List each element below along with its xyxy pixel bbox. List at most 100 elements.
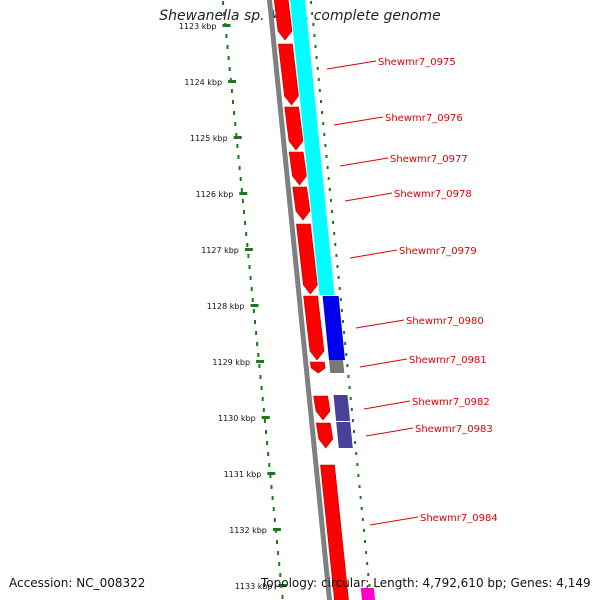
tick-dot <box>228 67 231 71</box>
pink-feature[interactable] <box>360 588 376 600</box>
outer-tick-dot <box>315 56 318 59</box>
outer-tick-dot <box>362 529 365 532</box>
gene-leader-line <box>365 427 414 437</box>
outer-tick-dot <box>318 89 321 92</box>
cds-arrow[interactable] <box>320 464 350 600</box>
cds-arrow[interactable] <box>292 186 311 221</box>
tick-dot <box>235 133 238 137</box>
blue-feature[interactable] <box>322 296 345 360</box>
tick-label: 1129 kbp <box>212 358 250 367</box>
tick-dot <box>246 243 249 247</box>
cds-arrow[interactable] <box>303 295 325 361</box>
tick-dot <box>237 155 240 159</box>
outer-tick-dot <box>323 133 326 136</box>
cds-arrow[interactable] <box>284 106 304 151</box>
tick-dot <box>240 188 243 192</box>
purple-feature[interactable] <box>333 395 351 421</box>
outer-tick-dot <box>314 45 317 48</box>
gene-label[interactable]: Shewmr7_0984 <box>420 513 498 524</box>
cds-arrow[interactable] <box>288 151 307 186</box>
tick-mark <box>250 304 259 307</box>
tick-dot <box>233 111 236 115</box>
gene-label[interactable]: Shewmr7_0978 <box>394 189 472 200</box>
tick-dot <box>234 122 237 126</box>
tick-dot <box>263 419 266 423</box>
tick-label: 1131 kbp <box>224 470 262 479</box>
tick-label: 1130 kbp <box>218 414 256 423</box>
gene-label[interactable]: Shewmr7_0975 <box>378 57 456 68</box>
outer-tick-dot <box>328 188 331 191</box>
tick-dot <box>269 474 272 478</box>
outer-tick-dot <box>364 540 366 543</box>
tick-dot <box>243 210 245 214</box>
tick-mark <box>233 136 242 139</box>
tick-mark <box>278 584 287 587</box>
gene-label[interactable]: Shewmr7_0976 <box>385 113 463 124</box>
gray-feature[interactable] <box>329 360 345 373</box>
cds-arrow[interactable] <box>296 223 318 295</box>
outer-tick-dot <box>357 474 360 477</box>
tick-dot <box>271 496 274 500</box>
tick-label: 1133 kbp <box>235 582 273 591</box>
outer-tick-dot <box>338 287 341 290</box>
genome-summary-label: Topology: circular; Length: 4,792,610 bp… <box>261 576 591 590</box>
cds-arrow[interactable] <box>273 0 293 41</box>
tick-dot <box>267 452 270 456</box>
gene-label[interactable]: Shewmr7_0980 <box>406 316 484 327</box>
cds-arrow[interactable] <box>278 43 299 106</box>
tick-label: 1126 kbp <box>196 190 234 199</box>
tick-mark <box>239 192 248 195</box>
gene-leader-line <box>369 516 419 526</box>
outer-tick-dot <box>325 155 328 158</box>
tick-mark <box>244 248 253 251</box>
tick-dot <box>254 320 256 324</box>
outer-tick-dot <box>343 331 346 334</box>
tick-dot <box>223 12 226 16</box>
tick-dot <box>225 34 228 38</box>
outer-tick-dot <box>316 67 319 70</box>
outer-tick-dot <box>358 485 361 488</box>
tick-dot <box>256 342 259 346</box>
gene-label[interactable]: Shewmr7_0979 <box>399 246 477 257</box>
tick-dot <box>249 276 252 280</box>
outer-tick-dot <box>332 221 335 224</box>
gene-label[interactable]: Shewmr7_0981 <box>409 355 487 366</box>
tick-dot <box>261 397 264 401</box>
tick-label: 1127 kbp <box>201 246 239 255</box>
outer-tick-dot <box>368 584 371 587</box>
outer-tick-dot <box>312 23 315 26</box>
cds-arrow[interactable] <box>315 422 334 449</box>
tick-dot <box>241 199 244 203</box>
outer-tick-dot <box>346 364 349 367</box>
tick-dot <box>268 463 271 467</box>
tick-dot <box>251 298 254 302</box>
tick-mark <box>261 416 270 419</box>
tick-dot <box>276 540 278 544</box>
tick-label: 1123 kbp <box>179 22 217 31</box>
tick-dot <box>248 265 251 269</box>
gene-leader-line <box>359 358 408 368</box>
tick-mark <box>228 80 237 83</box>
gene-label[interactable]: Shewmr7_0982 <box>412 397 490 408</box>
outer-tick-dot <box>335 254 338 257</box>
outer-tick-dot <box>333 232 336 235</box>
tick-dot <box>247 254 250 258</box>
gene-label[interactable]: Shewmr7_0983 <box>415 424 493 435</box>
outer-tick-dot <box>331 210 333 213</box>
tick-dot <box>281 595 284 599</box>
gene-leader-line <box>355 319 405 329</box>
outer-tick-dot <box>327 177 330 180</box>
outer-tick-dot <box>322 122 325 125</box>
cyan-feature-band <box>290 0 335 295</box>
tick-dot <box>236 144 239 148</box>
outer-tick-dot <box>356 463 359 466</box>
gene-label[interactable]: Shewmr7_0977 <box>390 154 468 165</box>
cds-arrow[interactable] <box>309 361 326 374</box>
gene-leader-line <box>339 157 389 167</box>
purple-feature[interactable] <box>336 422 353 448</box>
outer-tick-dot <box>367 573 370 576</box>
cds-arrow[interactable] <box>313 395 331 421</box>
gene-leader-line <box>344 192 393 202</box>
tick-dot <box>255 331 258 335</box>
